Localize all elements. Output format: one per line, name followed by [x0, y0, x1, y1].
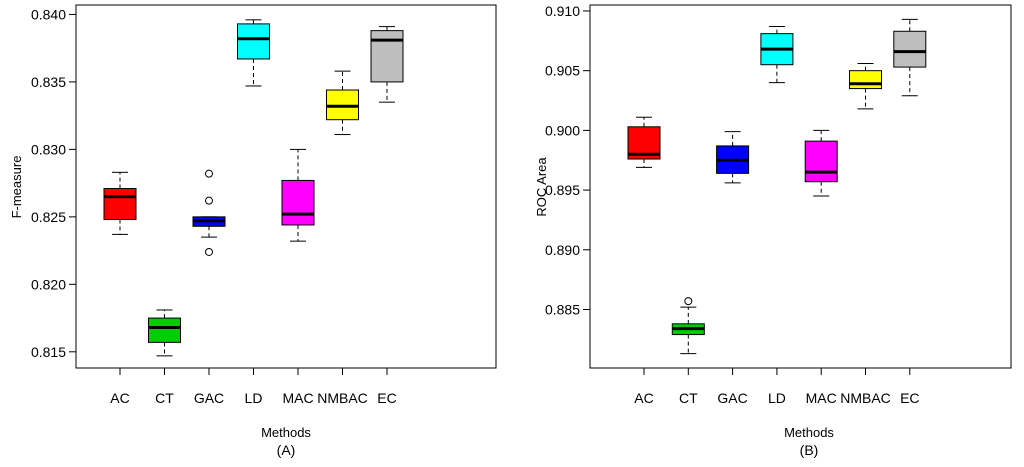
x-axis-title-b: Methods [784, 425, 834, 440]
x-axis-title-a: Methods [261, 425, 311, 440]
plot-frame-b [589, 4, 1012, 369]
y-tick-label-b: 0.890 [545, 242, 580, 258]
y-tick-label-a: 0.835 [31, 74, 66, 90]
x-tick-label-nmbac-a: NMBAC [317, 390, 368, 406]
panel-label-b: (B) [800, 442, 819, 458]
x-tick-label-ct-a: CT [155, 390, 174, 406]
x-tick-label-ld-b: LD [768, 390, 786, 406]
outlier-ct-b [684, 297, 693, 306]
x-tick-label-ac-b: AC [634, 390, 653, 406]
outlier-gac-a [205, 247, 213, 256]
x-tick-label-mac-a: MAC [282, 390, 313, 406]
x-tick-label-ac-a: AC [110, 390, 129, 406]
x-tick-label-ec-a: EC [377, 390, 396, 406]
panel-a: 0.815 0.820 0.825 0.830 0.835 0.840 F-measure A… [9, 4, 497, 458]
panel-b: 0.885 0.890 0.895 0.900 0.905 0.910 ROC Area AC… [534, 3, 1012, 458]
y-tick-label-b: 0.905 [545, 63, 580, 79]
y-tick-label-a: 0.825 [31, 209, 66, 225]
y-tick-label-a: 0.820 [31, 276, 66, 292]
box-mac-a [281, 179, 315, 226]
y-tick-label-b: 0.910 [545, 3, 580, 19]
y-axis-title-b: ROC Area [534, 157, 549, 217]
x-tick-label-ec-b: EC [900, 390, 919, 406]
outlier-gac-a [205, 196, 213, 205]
box-ac-a [103, 188, 137, 221]
box-ec-b [893, 30, 927, 68]
y-tick-label-b: 0.895 [545, 182, 580, 198]
box-ec-a [370, 30, 404, 83]
x-tick-label-ct-b: CT [679, 390, 698, 406]
plot-frame-a [75, 4, 497, 369]
box-mac-b [804, 140, 838, 183]
x-tick-label-gac-a: GAC [194, 390, 224, 406]
y-tick-label-a: 0.830 [31, 141, 66, 157]
y-tick-label-a: 0.840 [31, 6, 66, 22]
box-nmbac-b [849, 70, 882, 90]
x-tick-label-mac-b: MAC [806, 390, 837, 406]
x-tick-label-nmbac-b: NMBAC [840, 390, 891, 406]
y-tick-label-b: 0.900 [545, 122, 580, 138]
panel-label-a: (A) [277, 442, 296, 458]
y-axis-title-a: F-measure [9, 156, 24, 219]
x-tick-label-ld-a: LD [245, 390, 263, 406]
outlier-gac-a [205, 169, 213, 178]
box-ct-a [148, 317, 181, 343]
box-ld-a [237, 23, 270, 60]
y-tick-label-a: 0.815 [31, 344, 66, 360]
y-tick-label-b: 0.885 [545, 301, 580, 317]
x-tick-label-gac-b: GAC [717, 390, 747, 406]
